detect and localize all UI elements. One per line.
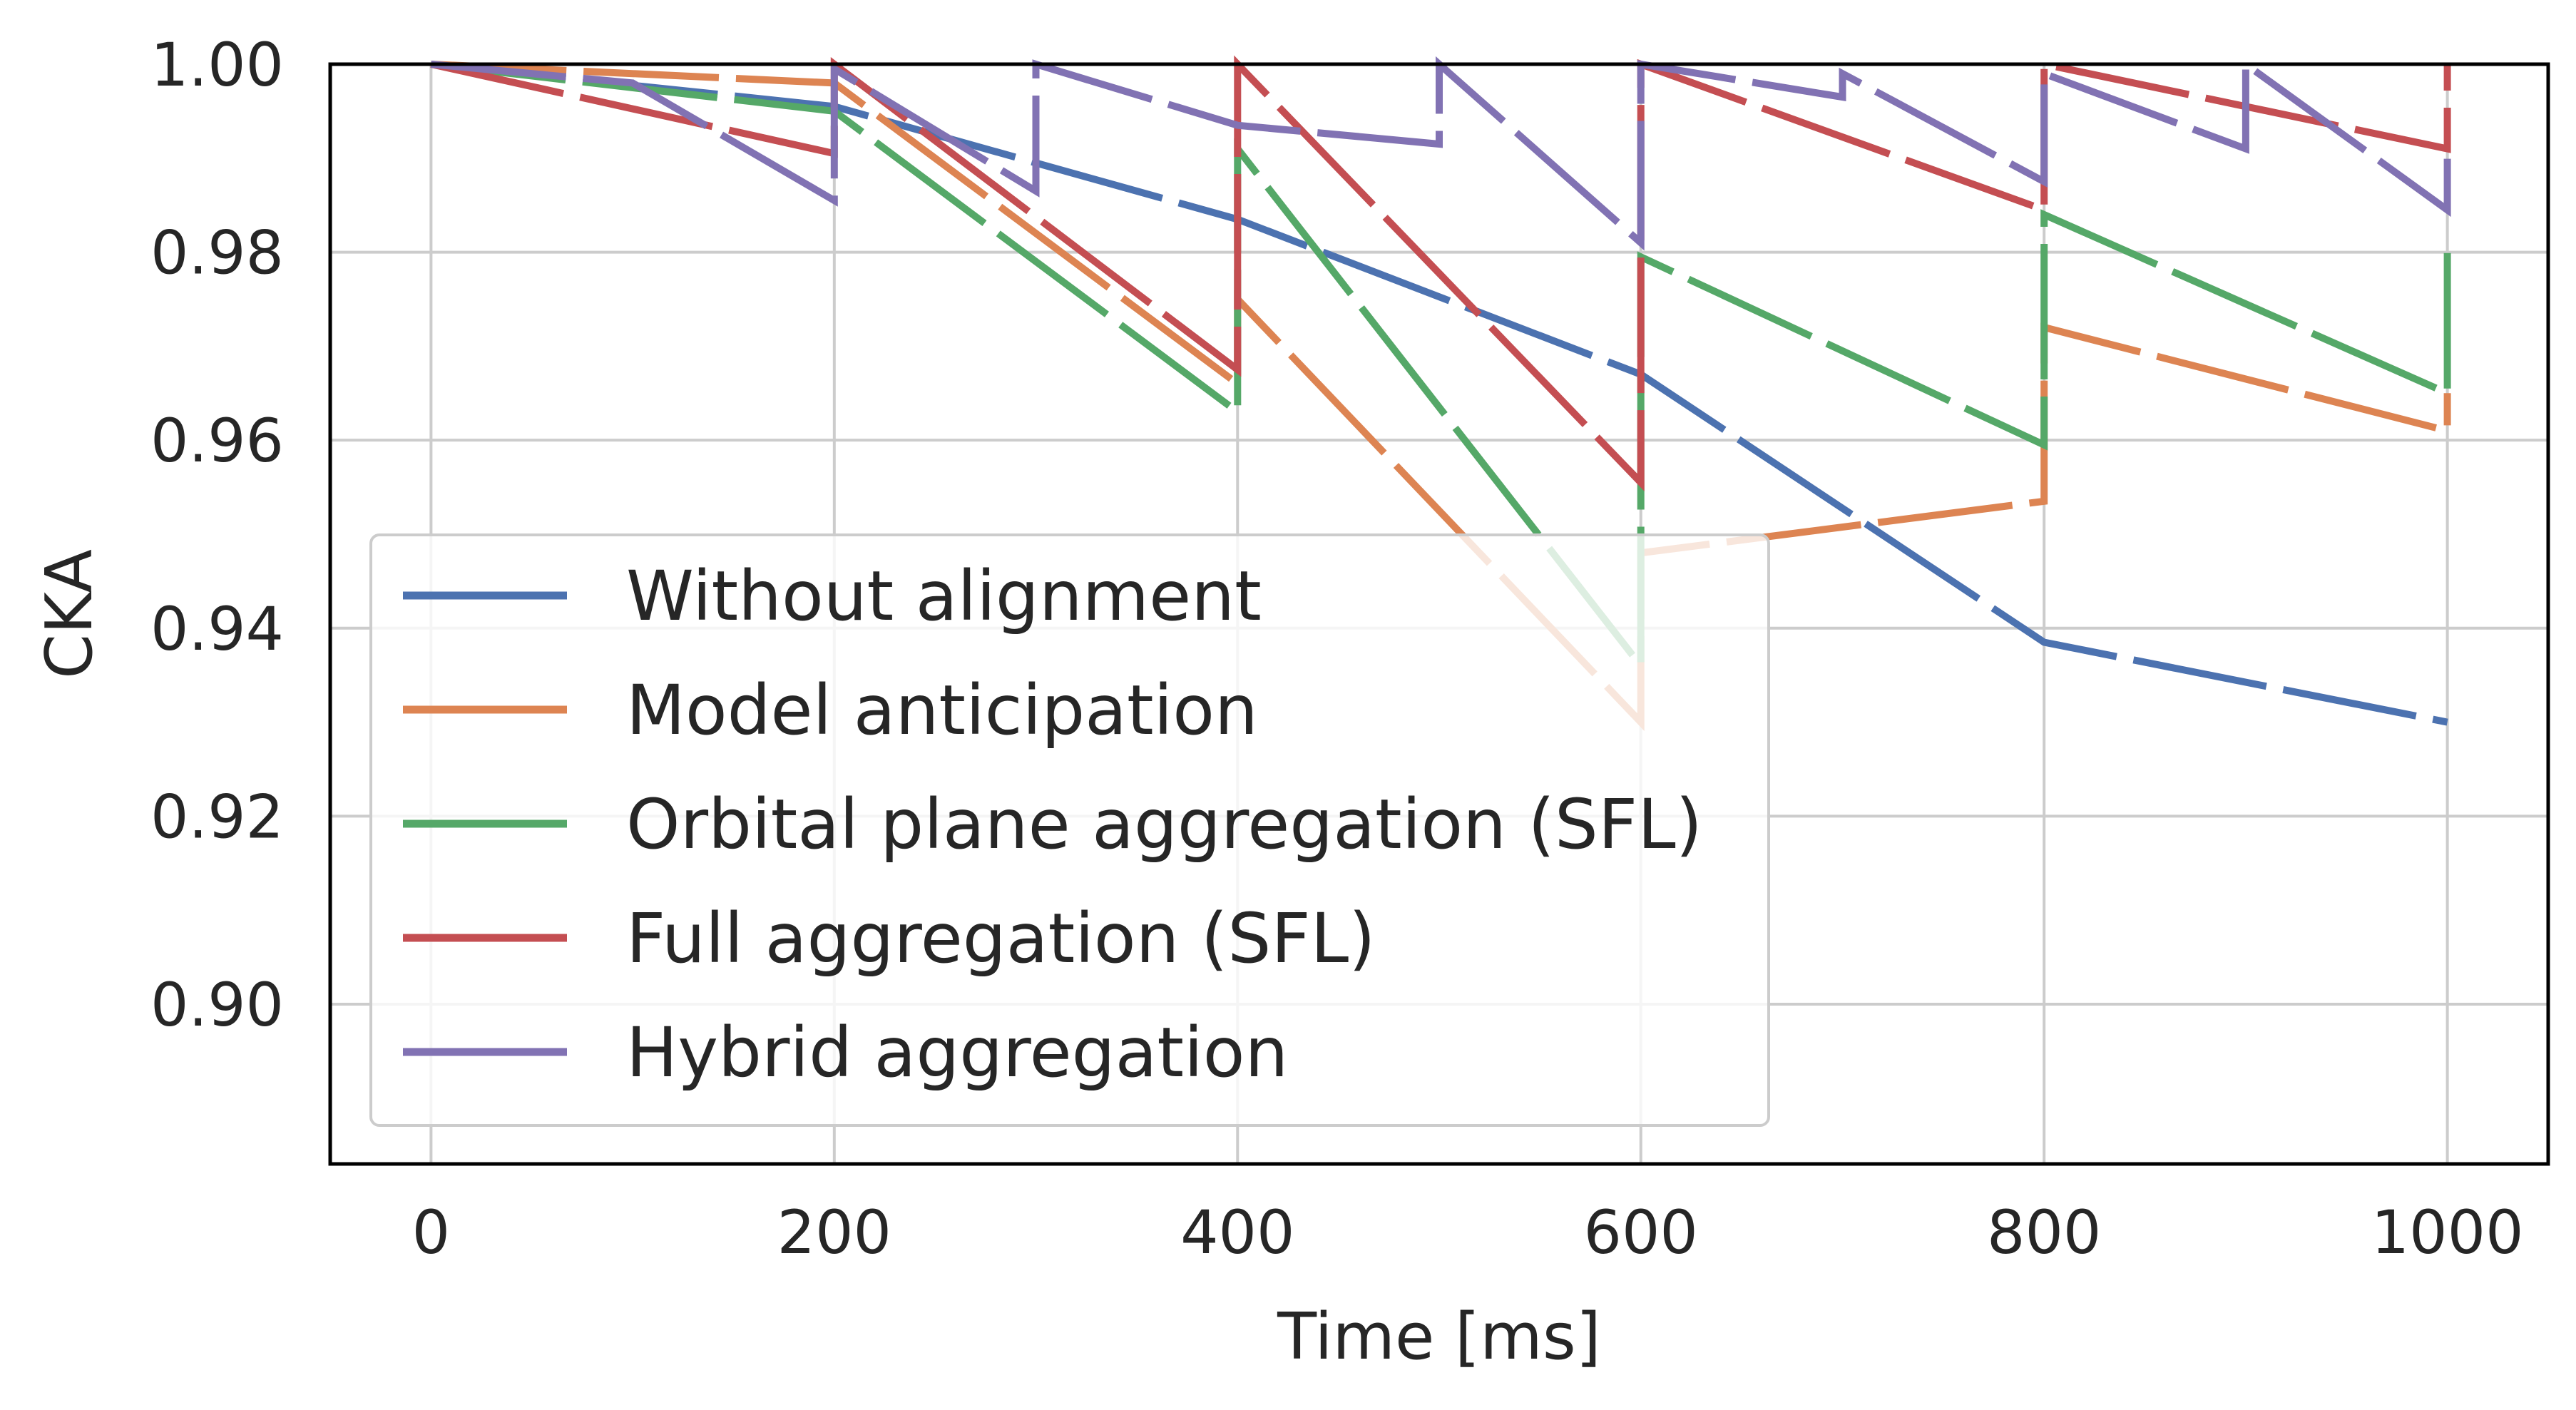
legend-box xyxy=(369,533,1770,1127)
y-tick-label: 0.92 xyxy=(150,782,284,852)
x-axis-label: Time [ms] xyxy=(1277,1299,1601,1374)
x-tick-label: 200 xyxy=(777,1197,891,1267)
y-tick-label: 0.96 xyxy=(150,406,284,476)
legend-label: Model anticipation xyxy=(626,670,1258,750)
x-tick-label: 800 xyxy=(1987,1197,2101,1267)
x-tick-label: 400 xyxy=(1180,1197,1294,1267)
legend: Without alignment Model anticipation Orbit… xyxy=(369,533,1770,1127)
legend-label: Orbital plane aggregation (SFL) xyxy=(626,785,1702,864)
legend-entries: Without alignment Model anticipation Orbit… xyxy=(403,556,1702,1093)
y-tick-label: 0.90 xyxy=(150,970,284,1040)
x-tick-label: 600 xyxy=(1584,1197,1698,1267)
y-tick-label: 1.00 xyxy=(150,30,284,100)
axis-ticks: 0 200 400 600 800 1000 0.90 0.92 0.94 0.96 0.98 1.0… xyxy=(150,30,2524,1267)
plot-frame xyxy=(328,62,2550,1166)
series-line-5 xyxy=(430,56,2451,251)
y-axis-label: CKA xyxy=(32,549,107,679)
legend-label: Full aggregation (SFL) xyxy=(626,899,1376,979)
x-tick-label: 0 xyxy=(412,1197,450,1267)
x-tick-label: 1000 xyxy=(2371,1197,2524,1267)
series-line-1 xyxy=(430,61,2448,726)
legend-label: Hybrid aggregation xyxy=(626,1013,1288,1093)
y-tick-label: 0.98 xyxy=(150,218,284,288)
legend-label: Without alignment xyxy=(626,556,1262,636)
y-tick-label: 0.94 xyxy=(150,594,284,664)
